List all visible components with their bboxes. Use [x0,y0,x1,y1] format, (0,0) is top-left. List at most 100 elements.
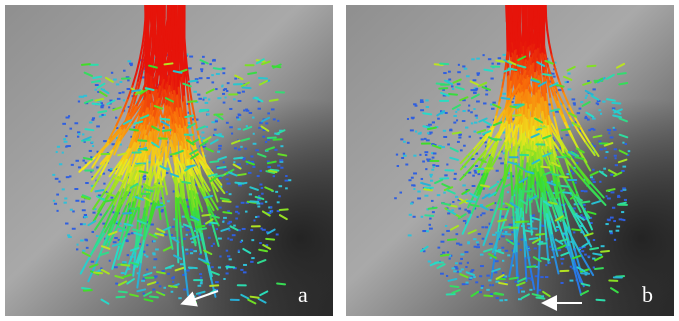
streamline [182,101,187,128]
streak [259,290,269,297]
streamline [163,122,172,142]
streamline [179,221,184,248]
dot [442,94,447,97]
dot [191,295,196,298]
panel-label: b [642,282,653,307]
streak [589,170,599,177]
streak [241,86,252,90]
streak [83,71,93,77]
dot [280,166,284,169]
dot [501,271,505,274]
dot [226,182,231,185]
dot [476,215,479,218]
dot [428,132,432,135]
streamline [124,250,135,276]
streak [515,103,525,109]
dot [196,81,199,84]
dot [464,165,467,168]
dot [455,267,459,270]
dot [573,103,576,106]
streamline [152,116,156,133]
dot [420,177,424,180]
dot [143,175,147,178]
streak [129,182,139,189]
streamline [157,78,165,100]
streamline [188,198,194,219]
dot [69,127,73,130]
streamline [510,71,516,91]
dot [467,109,470,112]
dot [232,267,237,270]
dot [63,201,67,204]
streak [143,298,154,303]
dot [501,259,505,262]
dot [186,269,190,272]
dot [502,152,506,155]
streamline [537,171,544,195]
dot [598,140,602,143]
streak [583,232,594,237]
dot [506,172,510,175]
streak [544,59,554,65]
dot [458,262,463,265]
streamline [111,134,123,152]
dot [621,218,624,221]
dot [614,157,617,160]
streamline [475,172,486,192]
dot [234,77,237,80]
dot [217,97,222,100]
dot [413,172,417,175]
dot [465,282,469,285]
streamline [546,29,551,44]
streamline [567,245,576,272]
dot [499,299,504,302]
dot [90,260,95,263]
streak [595,298,606,302]
dot [231,132,234,135]
streamline [557,134,566,156]
streak [204,147,214,153]
streamline [577,148,588,164]
streak [209,160,220,164]
streak [148,233,158,239]
streak [519,198,529,206]
dot [182,273,186,276]
dot [82,249,86,252]
dot [579,225,583,228]
dot [454,266,458,269]
dot [98,115,103,118]
dot [228,220,232,223]
dot [64,197,68,200]
streak [266,228,276,235]
streamline [176,94,181,120]
dot [124,239,129,242]
dot [193,183,198,186]
dot [285,175,288,178]
dot [460,253,465,256]
dot [540,224,544,227]
dot [513,194,516,197]
streak [249,295,260,299]
dot [225,89,229,92]
dot [453,172,457,175]
dot [406,141,410,144]
dot [617,194,620,197]
dot [165,172,169,175]
streamline [170,5,174,25]
dot [588,222,593,225]
dot [529,288,533,291]
streamline [589,142,600,158]
dot [413,103,417,106]
streak [229,225,239,232]
streamline [148,202,157,227]
dot [183,288,188,291]
dot [621,211,625,214]
dot [256,202,261,205]
streamline [99,159,110,177]
dot [457,71,461,74]
dot [211,121,216,124]
dot [179,263,184,266]
dot [531,218,536,221]
dot [584,117,588,120]
streamline [501,73,506,90]
